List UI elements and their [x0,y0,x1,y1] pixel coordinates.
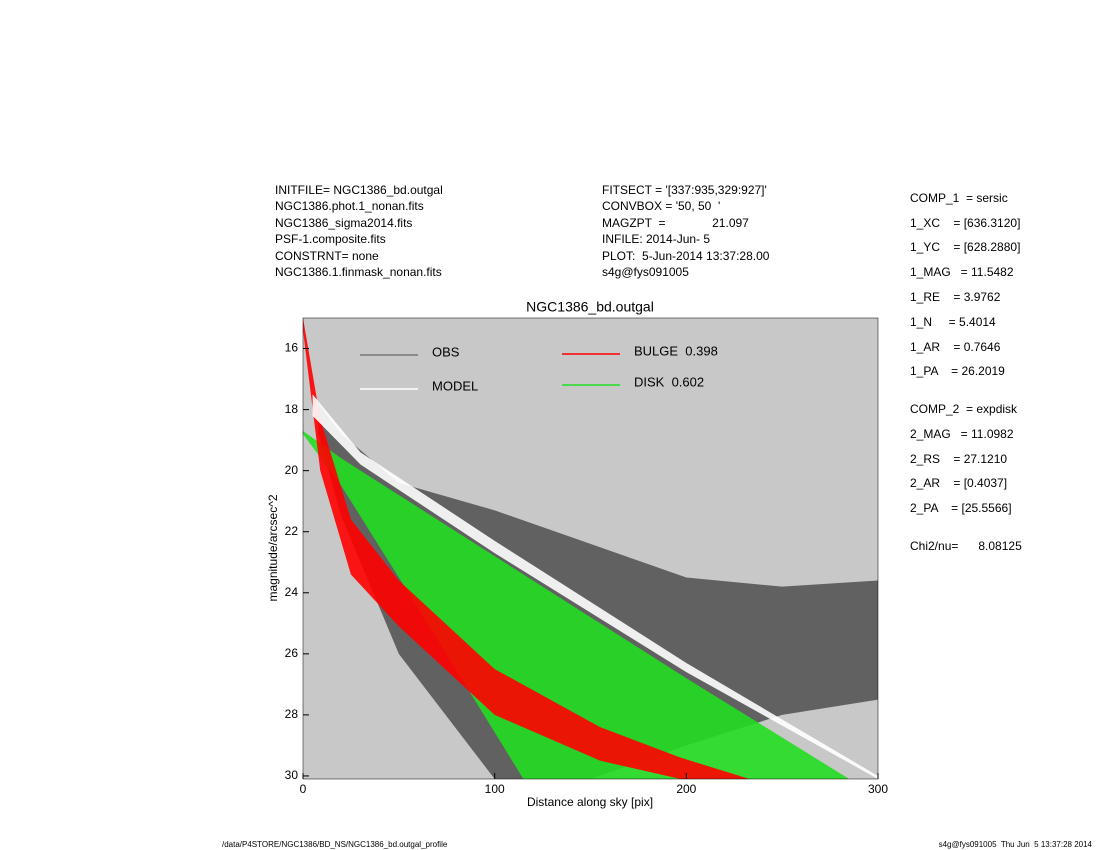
y-tick-label: 18 [285,402,299,416]
info-right: 1_RE = 3.9762 [910,290,1001,304]
band [303,430,850,779]
info-right: 1_YC = [628.2880] [910,240,1020,254]
x-tick-label: 0 [300,782,307,796]
plot-frame [302,317,879,780]
footer-left: /data/P4STORE/NGC1386/BD_NS/NGC1386_bd.o… [222,840,448,849]
info-right: 2_PA = [25.5566] [910,501,1012,515]
x-tick-label: 300 [868,782,888,796]
info-center: MAGZPT = 21.097 [602,216,749,230]
info-center: PLOT: 5-Jun-2014 13:37:28.00 [602,249,770,263]
y-tick-label: 30 [285,768,299,782]
chart-title: NGC1386_bd.outgal [526,299,654,315]
y-tick-label: 26 [285,646,299,660]
info-center: CONVBOX = '50, 50 ' [602,199,720,213]
info-right: 1_MAG = 11.5482 [910,265,1014,279]
info-left: PSF-1.composite.fits [275,232,386,246]
info-center: FITSECT = '[337:935,329:927]' [602,183,767,197]
info-right: 1_PA = 26.2019 [910,364,1005,378]
x-axis-label: Distance along sky [pix] [527,795,653,809]
x-tick-label: 200 [676,782,696,796]
legend-label: DISK 0.602 [634,374,704,389]
info-right: COMP_1 = sersic [910,191,1008,205]
info-right: 1_N = 5.4014 [910,315,996,329]
info-right: 2_RS = 27.1210 [910,452,1007,466]
y-tick-label: 20 [285,463,299,477]
info-left: NGC1386.phot.1_nonan.fits [275,199,424,213]
y-tick-label: 16 [285,341,299,355]
info-right: 1_XC = [636.3120] [910,216,1020,230]
x-tick-label: 100 [485,782,505,796]
band [318,403,878,779]
plot-area [303,318,878,779]
info-center: s4g@fys091005 [602,265,689,279]
info-right: Chi2/nu= 8.08125 [910,539,1022,553]
legend-label: MODEL [432,378,478,393]
legend-label: BULGE 0.398 [634,343,718,358]
info-left: NGC1386_sigma2014.fits [275,216,412,230]
y-tick-label: 24 [285,585,299,599]
info-left: NGC1386.1.finmask_nonan.fits [275,265,442,279]
info-right: 2_AR = [0.4037] [910,476,1007,490]
legend-label: OBS [432,344,460,359]
info-right: COMP_2 = expdisk [910,402,1018,416]
y-tick-label: 28 [285,707,299,721]
info-left: CONSTRNT= none [275,249,379,263]
y-axis-label: magnitude/arcsec^2 [266,494,280,601]
footer-right: s4g@fys091005 Thu Jun 5 13:37:28 2014 [939,840,1093,849]
info-left: INITFILE= NGC1386_bd.outgal [275,183,443,197]
y-tick-label: 22 [285,524,299,538]
info-right: 1_AR = 0.7646 [910,340,1001,354]
info-right: 2_MAG = 11.0982 [910,427,1014,441]
info-center: INFILE: 2014-Jun- 5 [602,232,710,246]
band [303,318,750,779]
